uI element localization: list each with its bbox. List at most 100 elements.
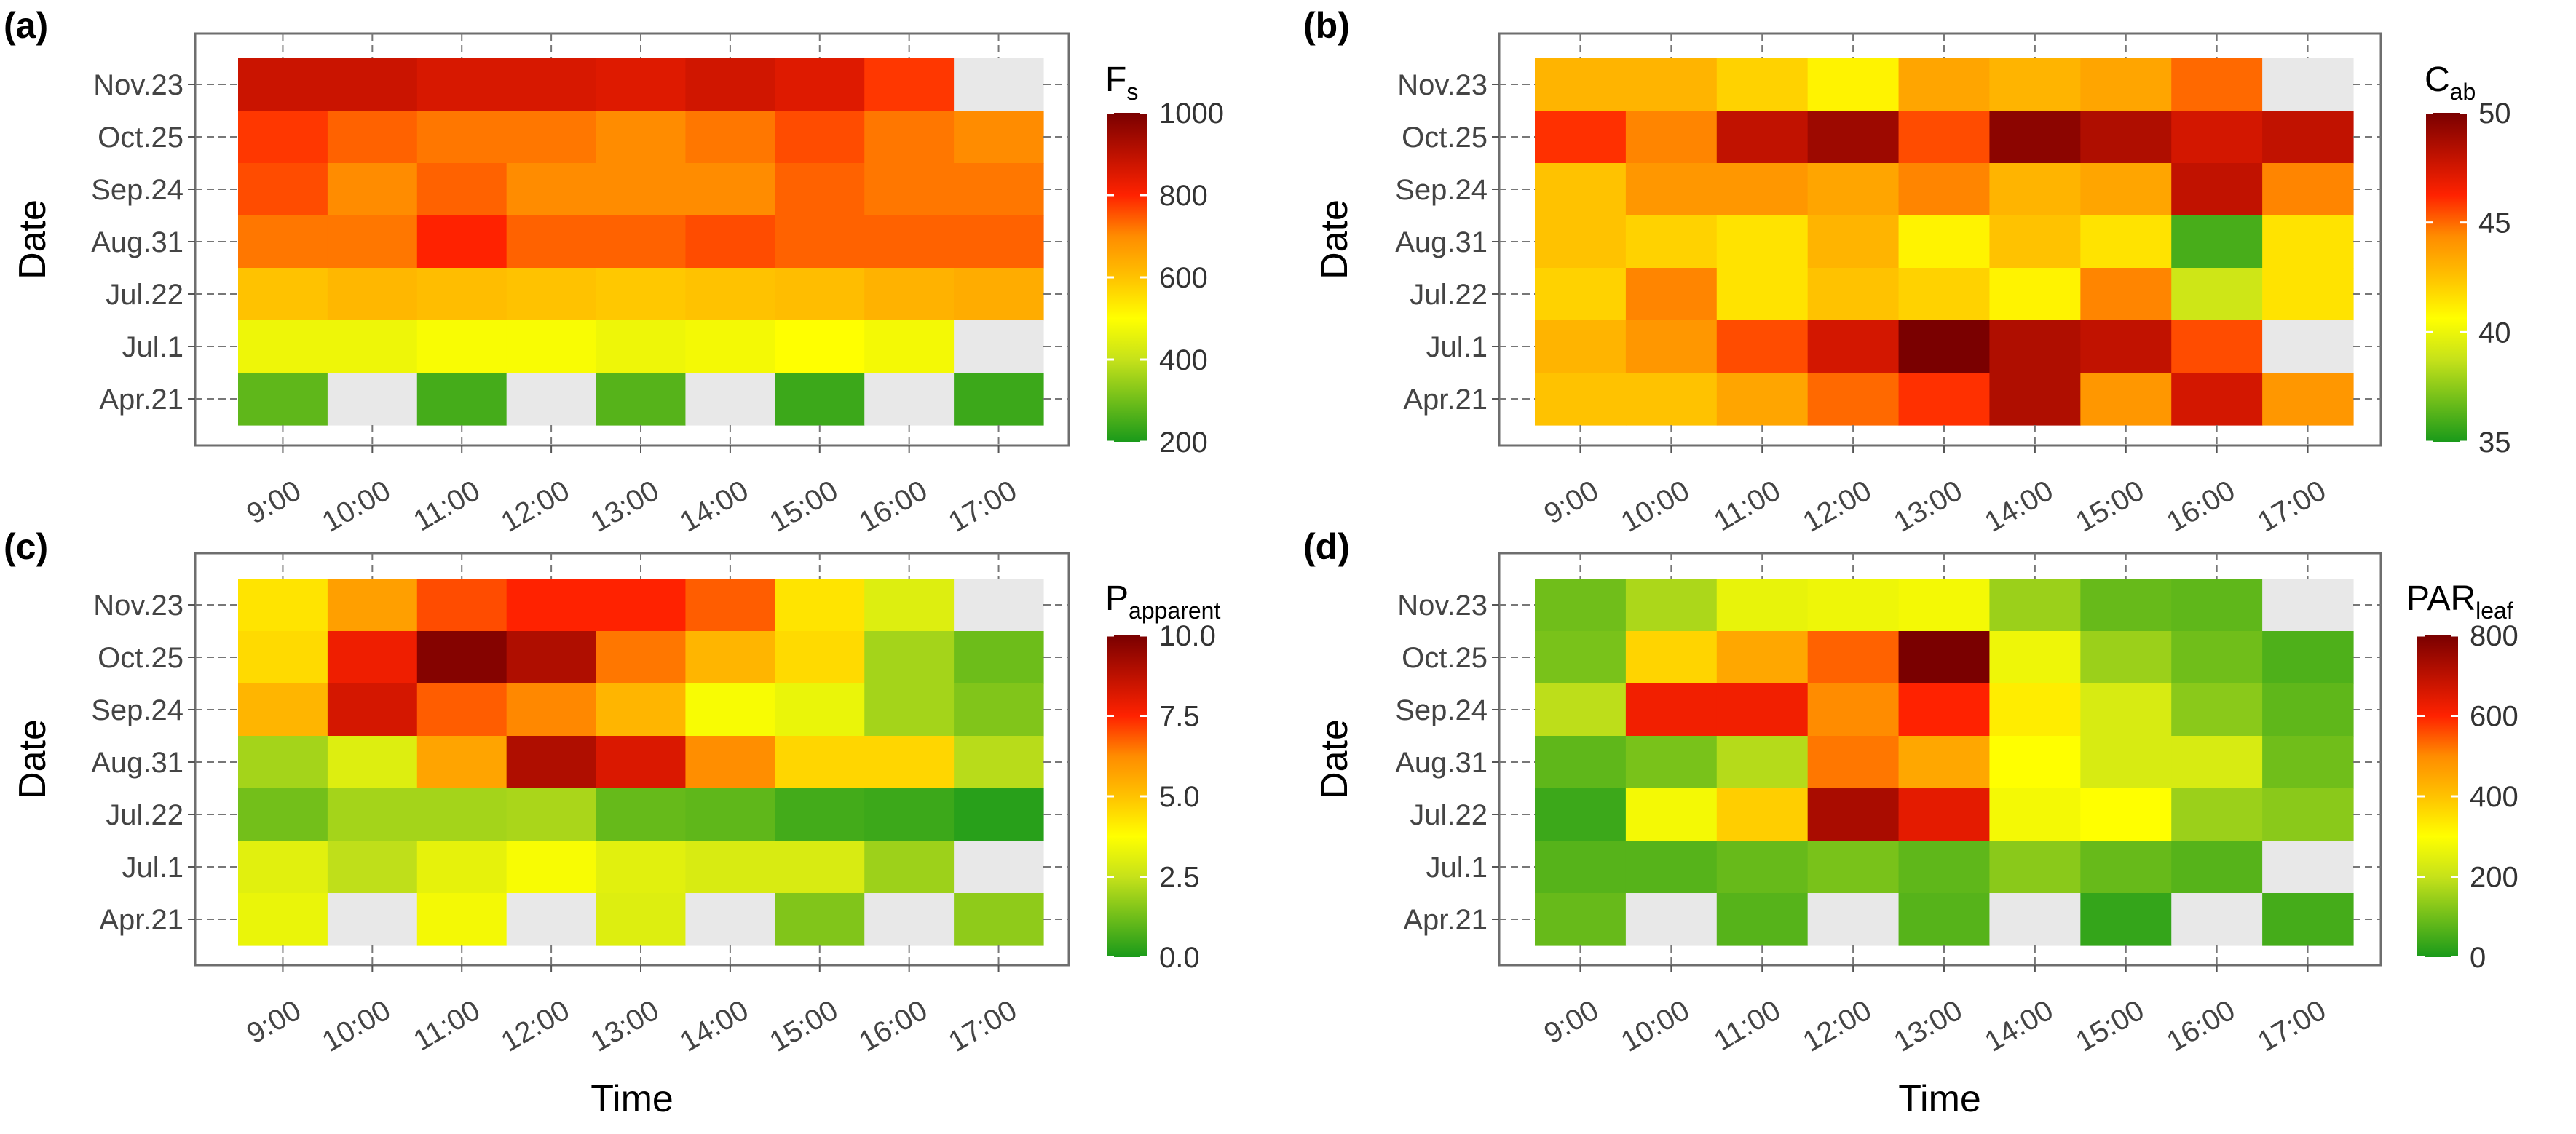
panel-d-cell: [2080, 893, 2172, 946]
panel-d-cell: [2262, 788, 2354, 841]
panel-c-xtick-label: 14:00: [675, 994, 754, 1058]
panel-d-cb-tick-label: 0: [2470, 942, 2486, 974]
panel-d-cell: [1535, 788, 1627, 841]
panel-d-cell: [1989, 631, 2081, 684]
panel-a-cell: [775, 111, 865, 164]
panel-b-heatmap: [1535, 58, 2354, 426]
panel-b-cell: [1807, 215, 1900, 269]
panel-b-cell: [2262, 111, 2354, 164]
panel-label-d: (d): [1303, 526, 1350, 567]
panel-label-c: (c): [4, 526, 48, 567]
panel-a-cell: [954, 111, 1044, 164]
panel-d-cell: [1716, 631, 1809, 684]
panel-a-frame: [194, 32, 1070, 447]
panel-d-cell: [1898, 788, 1991, 841]
panel-b-cell: [1807, 373, 1900, 426]
panel-a-cell: [685, 320, 775, 373]
panel-c-cell: [775, 893, 865, 946]
panel-c-xtick-label: 12:00: [496, 994, 575, 1058]
panel-c-cell: [685, 788, 775, 841]
panel-a-cell: [864, 215, 955, 269]
panel-c-cell: [238, 631, 328, 684]
panel-a-cell: [596, 268, 687, 321]
panel-b-cell: [2080, 373, 2172, 426]
panel-d-cell: [1807, 579, 1900, 632]
panel-a-cell: [864, 163, 955, 216]
panel-c-cell: [416, 579, 507, 632]
panel-a-cell: [506, 373, 597, 426]
panel-b-cell: [1625, 215, 1718, 269]
panel-b-cell: [1535, 111, 1627, 164]
panel-d-cell: [1807, 788, 1900, 841]
panel-c-xtick-label: 16:00: [853, 994, 933, 1058]
panel-d-xtick-label: 9:00: [1539, 994, 1604, 1050]
panel-d-ytick-label: Aug.31: [1395, 747, 1487, 779]
panel-c-cell: [327, 736, 418, 789]
panel-b-cell: [1807, 111, 1900, 164]
panel-d-cell: [2262, 736, 2354, 789]
panel-b-cell: [2171, 320, 2263, 373]
panel-d-cell: [2080, 841, 2172, 894]
panel-d-cell: [1807, 893, 1900, 946]
panel-a-cb-tick-label: 200: [1159, 427, 1208, 459]
panel-d-cell: [2171, 683, 2263, 737]
panel-b-cb-tick-label: 50: [2478, 98, 2511, 130]
panel-a-cell: [238, 163, 328, 216]
panel-a-xtick-label: 16:00: [853, 475, 933, 539]
panel-d-ytick-label: Sep.24: [1395, 694, 1487, 726]
panel-a-xtick-label: 9:00: [242, 475, 307, 531]
panel-d-cell: [2262, 893, 2354, 946]
panel-d-ylabel: Date: [1313, 719, 1356, 799]
panel-b-cell: [1898, 373, 1991, 426]
panel-c-frame: [194, 552, 1070, 967]
panel-b-cell: [2080, 320, 2172, 373]
panel-a-xtick-label: 10:00: [317, 475, 396, 539]
panel-c-cell: [685, 683, 775, 737]
panel-b-colorbar-ticks: 35 40 45 50: [2426, 98, 2511, 459]
panel-d-cell: [2262, 631, 2354, 684]
panel-c: (c) Nov.23 Oct.25 Sep.24 Aug.31 Jul.22 Jul.1 A…: [4, 526, 1220, 1120]
panel-c-cell: [416, 893, 507, 946]
panel-d-xtick-label: 15:00: [2071, 994, 2150, 1058]
panel-a-cell: [775, 268, 865, 321]
panel-b-cell: [1898, 58, 1991, 111]
panel-a-cb-tick-label: 800: [1159, 180, 1208, 212]
panel-b-ytick-label: Aug.31: [1395, 226, 1487, 258]
panel-c-cell: [506, 579, 597, 632]
panel-a-cell: [238, 320, 328, 373]
panel-a-cell: [416, 373, 507, 426]
panel-b-xtick-label: 17:00: [2252, 475, 2331, 539]
panel-c-cb-tick-label: 5.0: [1159, 781, 1200, 813]
panel-a-xtick-label: 14:00: [675, 475, 754, 539]
panel-b-cell: [1898, 268, 1991, 321]
panel-d-cell: [2080, 736, 2172, 789]
panel-d-xtick-label: 13:00: [1889, 994, 1968, 1058]
panel-a-xtick-label: 11:00: [408, 475, 486, 538]
panel-b-cell: [1989, 320, 2081, 373]
panel-a-cell: [327, 163, 418, 216]
panel-d-cell: [1807, 683, 1900, 737]
panel-c-cell: [238, 788, 328, 841]
panel-d-cell: [1535, 736, 1627, 789]
panel-a-ytick-label: Jul.22: [106, 279, 183, 311]
panel-c-cell: [954, 788, 1044, 841]
panel-c-cell: [506, 788, 597, 841]
panel-c-cb-tick-label: 2.5: [1159, 862, 1200, 894]
panel-b-cell: [1807, 58, 1900, 111]
panel-d-cell: [1535, 841, 1627, 894]
panel-b-cell: [1535, 373, 1627, 426]
panel-d-cell: [1535, 683, 1627, 737]
panel-a-cell: [596, 163, 687, 216]
panel-c-ytick-label: Apr.21: [99, 904, 183, 936]
panel-b-cell: [1807, 320, 1900, 373]
panel-d-legend-sub: leaf: [2476, 598, 2513, 624]
panel-d-ytick-label: Jul.22: [1410, 799, 1487, 831]
panel-b-cell: [1716, 320, 1809, 373]
panel-c-xtick-label: 11:00: [408, 994, 486, 1058]
panel-d-xlabel: Time: [1898, 1078, 1981, 1120]
panel-b-cell: [2262, 215, 2354, 269]
panel-c-cell: [238, 579, 328, 632]
panel-c-y-ticks: Nov.23 Oct.25 Sep.24 Aug.31 Jul.22 Jul.1 Apr.2…: [91, 590, 1069, 936]
panel-c-cell: [685, 893, 775, 946]
panel-d-ytick-label: Nov.23: [1397, 590, 1487, 622]
